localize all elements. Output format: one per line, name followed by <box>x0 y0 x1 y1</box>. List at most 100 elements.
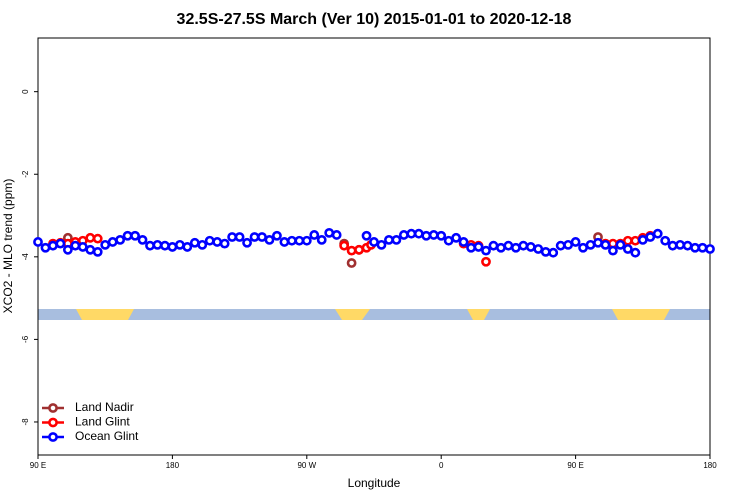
data-point <box>309 230 320 240</box>
data-point <box>107 237 118 247</box>
legend-label: Land Nadir <box>75 400 134 414</box>
data-point <box>428 230 439 240</box>
data-point <box>272 230 282 241</box>
data-point <box>249 232 260 242</box>
x-tick-label: 90 E <box>30 461 46 470</box>
data-point <box>608 245 618 256</box>
x-tick-label: 90 W <box>297 461 316 470</box>
data-point <box>570 237 581 247</box>
data-point <box>540 246 551 257</box>
data-point <box>398 230 409 240</box>
data-point <box>85 232 96 243</box>
data-point <box>62 244 73 255</box>
data-point <box>160 240 170 251</box>
data-point <box>697 242 708 253</box>
data-point <box>593 237 603 248</box>
x-tick-label: 90 E <box>567 461 583 470</box>
legend-label: Ocean Glint <box>75 429 139 443</box>
data-point <box>637 234 648 245</box>
data-point <box>189 237 200 248</box>
data-point <box>122 230 133 241</box>
land-band <box>335 309 370 320</box>
data-point <box>705 244 715 254</box>
data-point <box>376 239 387 250</box>
data-point <box>331 230 342 240</box>
data-point <box>167 242 178 252</box>
land-band <box>612 309 670 320</box>
x-tick-label: 0 <box>439 461 444 470</box>
y-tick-label: 0 <box>21 89 30 94</box>
data-point <box>391 234 402 245</box>
legend-marker <box>48 403 58 413</box>
data-point <box>33 237 43 247</box>
data-point <box>92 246 103 257</box>
data-point <box>533 244 544 254</box>
data-point <box>197 239 208 250</box>
data-point <box>301 235 312 246</box>
data-point <box>204 235 215 246</box>
data-point <box>316 234 327 245</box>
data-point <box>563 239 574 250</box>
data-point <box>615 239 626 250</box>
data-point <box>55 238 66 249</box>
data-point <box>70 240 81 251</box>
data-point <box>115 234 126 245</box>
data-point <box>525 242 536 252</box>
data-point <box>174 239 185 250</box>
data-point <box>443 235 454 246</box>
data-point <box>145 240 155 251</box>
legend-marker <box>48 417 58 428</box>
data-point <box>137 234 148 245</box>
data-point <box>346 245 357 256</box>
data-point <box>413 228 424 239</box>
data-point <box>660 235 671 246</box>
data-point <box>600 239 611 250</box>
y-tick-label: -4 <box>21 253 30 261</box>
data-point <box>503 240 514 251</box>
y-tick-label: -8 <box>21 418 30 426</box>
data-point <box>361 230 372 241</box>
data-point <box>473 242 484 252</box>
data-point <box>682 240 693 251</box>
data-point <box>130 230 140 241</box>
data-point <box>48 240 58 251</box>
data-point <box>585 239 596 250</box>
data-point <box>406 228 417 239</box>
data-point <box>630 247 641 258</box>
data-point <box>555 240 566 251</box>
data-point <box>481 256 491 267</box>
data-point <box>667 240 678 251</box>
data-point <box>384 234 394 245</box>
x-axis-label: Longitude <box>348 476 401 490</box>
data-point <box>466 242 476 253</box>
data-point <box>652 228 663 239</box>
y-axis-label: XCO2 - MLO trend (ppm) <box>1 179 15 314</box>
x-tick-label: 180 <box>166 461 180 470</box>
data-point <box>436 230 447 241</box>
legend-label: Land Glint <box>75 415 130 429</box>
data-point <box>675 239 686 250</box>
ocean-band <box>38 309 710 320</box>
data-point <box>324 227 335 238</box>
data-point <box>40 242 51 253</box>
data-point <box>421 230 432 241</box>
data-point <box>346 258 357 268</box>
data-point <box>182 242 193 252</box>
data-point <box>690 242 700 253</box>
data-point <box>369 237 379 247</box>
land-band <box>76 309 134 320</box>
data-point <box>622 235 633 246</box>
data-point <box>286 235 297 246</box>
land-ocean-strip <box>38 309 710 320</box>
y-tick-label: -2 <box>21 170 30 178</box>
data-point <box>279 237 290 247</box>
data-point <box>227 232 238 242</box>
chart-title: 32.5S-27.5S March (Ver 10) 2015-01-01 to… <box>177 11 572 28</box>
data-point <box>152 239 163 250</box>
data-point <box>212 237 223 247</box>
data-point <box>354 244 364 255</box>
data-point <box>518 240 529 251</box>
data-point <box>510 242 521 253</box>
legend-marker <box>48 432 58 442</box>
